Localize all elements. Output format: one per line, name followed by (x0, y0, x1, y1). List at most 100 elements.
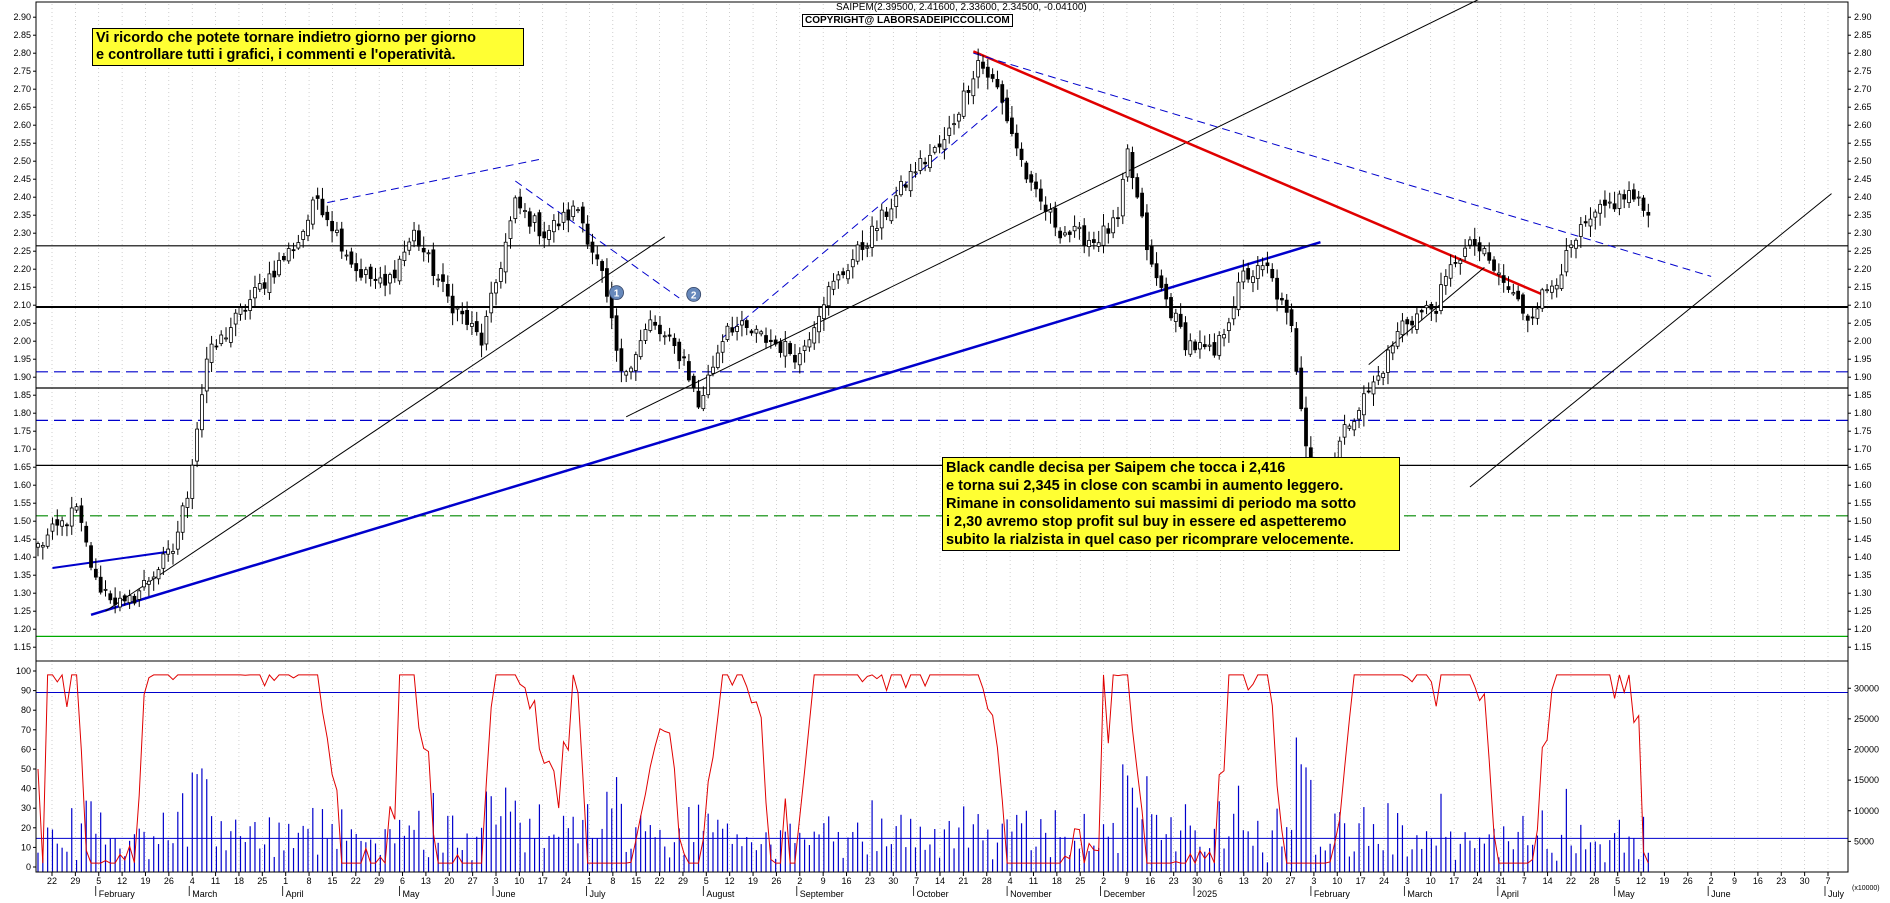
candle-body (45, 534, 50, 547)
candle-body (1357, 410, 1361, 420)
candle-body (595, 254, 600, 260)
candle-body (860, 242, 865, 250)
candle-body (1198, 342, 1202, 350)
volume-tick-label: 15000 (1854, 775, 1879, 785)
note-top: Vi ricordo che potete tornare indietro g… (92, 28, 524, 66)
candle-body (1304, 407, 1308, 447)
candle-body (1405, 319, 1410, 325)
candle-body (1246, 268, 1251, 280)
price-tick-label-right: 2.25 (1854, 246, 1872, 256)
marker-circle (686, 286, 702, 302)
candle-body (1463, 247, 1468, 257)
candle-body (1251, 276, 1255, 283)
trendline (90, 241, 1321, 616)
date-tick-label: 2 (1709, 876, 1714, 886)
date-tick-label: 9 (821, 876, 826, 886)
candle-body (1091, 239, 1096, 243)
osc-tick-label: 80 (21, 705, 31, 715)
candle-body (243, 309, 248, 312)
candle-body (1530, 316, 1535, 319)
date-tick-label: 22 (655, 876, 665, 886)
trendline (625, 0, 1479, 418)
candle-body (89, 545, 93, 568)
candle-body (923, 161, 928, 165)
candle-body (301, 230, 306, 240)
candle-body (1593, 211, 1598, 218)
date-tick-label: 28 (982, 876, 992, 886)
candle-body (359, 269, 363, 278)
date-tick-label: 21 (958, 876, 968, 886)
candle-body (894, 195, 899, 207)
candle-body (807, 339, 812, 348)
date-tick-label: 27 (1286, 876, 1296, 886)
price-tick-label-right: 2.20 (1854, 264, 1872, 274)
candle-body (1598, 203, 1603, 214)
candle-body (224, 337, 228, 340)
date-tick-label: 16 (1145, 876, 1155, 886)
date-tick-label: 10 (1426, 876, 1436, 886)
price-tick-label-left: 2.05 (13, 318, 31, 328)
candle-body (1087, 239, 1091, 247)
date-tick-label: 14 (935, 876, 945, 886)
candle-body (494, 282, 498, 294)
candle-body (749, 330, 754, 334)
price-tick-label-right: 2.85 (1854, 30, 1872, 40)
candle-body (1231, 307, 1236, 320)
price-tick-label-left: 1.75 (13, 426, 31, 436)
candle-body (691, 375, 696, 388)
candle-body (1077, 226, 1082, 230)
candle-body (518, 196, 523, 209)
candle-body (1265, 262, 1270, 267)
price-tick-label-left: 2.80 (13, 48, 31, 58)
candle-body (65, 524, 69, 527)
month-label: March (1407, 889, 1432, 899)
candle-body (388, 274, 392, 284)
candle-body (310, 199, 315, 225)
candle-body (576, 209, 580, 212)
volume-tick-label: 20000 (1854, 745, 1879, 755)
price-tick-label-left: 2.15 (13, 282, 31, 292)
price-tick-label-right: 1.15 (1854, 642, 1872, 652)
date-tick-label: 6 (400, 876, 405, 886)
price-tick-label-left: 2.45 (13, 174, 31, 184)
candle-body (879, 209, 884, 229)
volume-unit-label: (x10000) (1852, 885, 1880, 892)
date-tick-label: 9 (1124, 876, 1129, 886)
candle-body (1554, 284, 1559, 290)
date-tick-label: 13 (1239, 876, 1249, 886)
candle-body (1101, 225, 1106, 246)
candle-body (1627, 190, 1631, 203)
candle-body (783, 341, 788, 357)
candle-body (1284, 299, 1289, 313)
candle-body (281, 255, 286, 261)
candle-body (793, 355, 797, 363)
date-tick-label: 8 (307, 876, 312, 886)
candle-body (1010, 117, 1014, 134)
candle-body (1395, 331, 1400, 347)
date-tick-label: 3 (493, 876, 498, 886)
price-tick-label-left: 1.65 (13, 462, 31, 472)
candle-body (474, 321, 479, 333)
candle-body (643, 329, 648, 341)
candle-body (465, 309, 469, 325)
date-tick-label: 12 (1636, 876, 1646, 886)
date-tick-label: 14 (1543, 876, 1553, 886)
candle-body (1014, 132, 1019, 149)
price-tick-label-right: 1.45 (1854, 534, 1872, 544)
candle-body (412, 229, 416, 242)
trendline (327, 158, 540, 204)
month-label: March (192, 889, 217, 899)
price-tick-label-right: 2.90 (1854, 12, 1872, 22)
candle-body (1477, 242, 1482, 252)
date-tick-label: 4 (190, 876, 195, 886)
candle-body (325, 211, 330, 221)
candle-body (1550, 285, 1554, 293)
price-tick-label-left: 2.70 (13, 84, 31, 94)
candle-body (648, 319, 653, 331)
candle-body (937, 143, 942, 148)
price-tick-label-right: 1.50 (1854, 516, 1872, 526)
candle-body (190, 464, 195, 499)
price-tick-label-right: 1.90 (1854, 372, 1872, 382)
candle-body (1193, 341, 1198, 351)
